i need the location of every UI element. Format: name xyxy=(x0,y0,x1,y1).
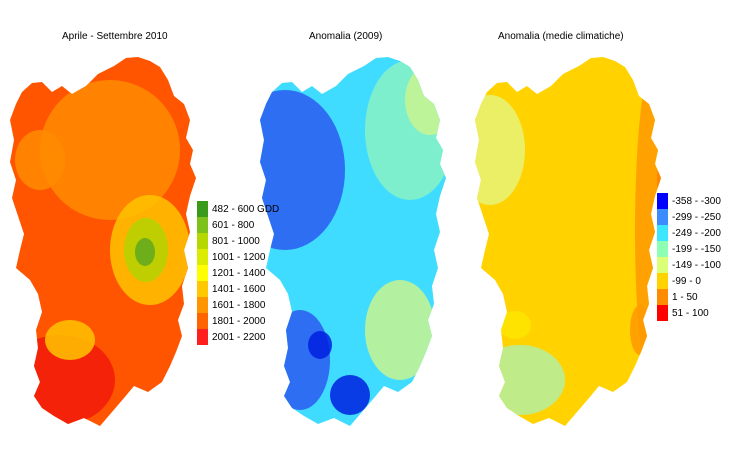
legend-swatch xyxy=(197,217,208,233)
legend-swatch xyxy=(197,313,208,329)
legend-swatch xyxy=(657,209,668,225)
legend-label: 1401 - 1600 xyxy=(212,283,266,295)
legend-label: 51 - 100 xyxy=(672,307,709,319)
legend-item: -299 - -250 xyxy=(657,209,721,225)
legend-item: -149 - -100 xyxy=(657,257,721,273)
legend-swatch xyxy=(657,225,668,241)
legend-item: 1001 - 1200 xyxy=(197,249,279,265)
legend-label: 801 - 1000 xyxy=(212,235,260,247)
legend-label: -149 - -100 xyxy=(672,259,721,271)
legend-label: 2001 - 2200 xyxy=(212,331,266,343)
legend-swatch xyxy=(657,273,668,289)
legend-swatch xyxy=(197,201,208,217)
legend-swatch xyxy=(197,249,208,265)
legend-item: 601 - 800 xyxy=(197,217,279,233)
legend-label: -99 - 0 xyxy=(672,275,701,287)
legend-swatch xyxy=(197,281,208,297)
map-gdd xyxy=(10,57,196,426)
legend-label: 482 - 600 GDD xyxy=(212,203,280,215)
panel-title-anomaly-2009: Anomalia (2009) xyxy=(309,31,383,42)
legend-swatch xyxy=(657,241,668,257)
legend-swatch xyxy=(197,329,208,345)
legend-label: 601 - 800 xyxy=(212,219,255,231)
legend-label: 1601 - 1800 xyxy=(212,299,266,311)
legend-anomaly: -358 - -300 -299 - -250 -249 - -200 -199… xyxy=(657,193,721,321)
legend-gdd: 482 - 600 GDD 601 - 800 801 - 1000 1001 … xyxy=(197,201,279,345)
legend-swatch xyxy=(657,193,668,209)
legend-item: 2001 - 2200 xyxy=(197,329,279,345)
legend-item: 51 - 100 xyxy=(657,305,721,321)
legend-item: 1401 - 1600 xyxy=(197,281,279,297)
panel-title-anomaly-climate: Anomalia (medie climatiche) xyxy=(498,31,624,42)
legend-label: 1201 - 1400 xyxy=(212,267,266,279)
legend-label: 1001 - 1200 xyxy=(212,251,266,263)
legend-item: -249 - -200 xyxy=(657,225,721,241)
legend-label: -199 - -150 xyxy=(672,243,721,255)
legend-item: -199 - -150 xyxy=(657,241,721,257)
legend-label: -358 - -300 xyxy=(672,195,721,207)
legend-item: 1 - 50 xyxy=(657,289,721,305)
legend-item: 1801 - 2000 xyxy=(197,313,279,329)
legend-item: 1601 - 1800 xyxy=(197,297,279,313)
legend-item: -99 - 0 xyxy=(657,273,721,289)
map-anomaly-climate xyxy=(475,57,661,426)
legend-item: -358 - -300 xyxy=(657,193,721,209)
legend-item: 482 - 600 GDD xyxy=(197,201,279,217)
legend-label: 1801 - 2000 xyxy=(212,315,266,327)
legend-item: 1201 - 1400 xyxy=(197,265,279,281)
legend-label: -299 - -250 xyxy=(672,211,721,223)
legend-swatch xyxy=(197,297,208,313)
legend-label: -249 - -200 xyxy=(672,227,721,239)
legend-swatch xyxy=(657,289,668,305)
legend-swatch xyxy=(657,305,668,321)
legend-swatch xyxy=(657,257,668,273)
legend-item: 801 - 1000 xyxy=(197,233,279,249)
legend-swatch xyxy=(197,265,208,281)
panel-title-gdd: Aprile - Settembre 2010 xyxy=(62,31,168,42)
legend-label: 1 - 50 xyxy=(672,291,698,303)
legend-swatch xyxy=(197,233,208,249)
